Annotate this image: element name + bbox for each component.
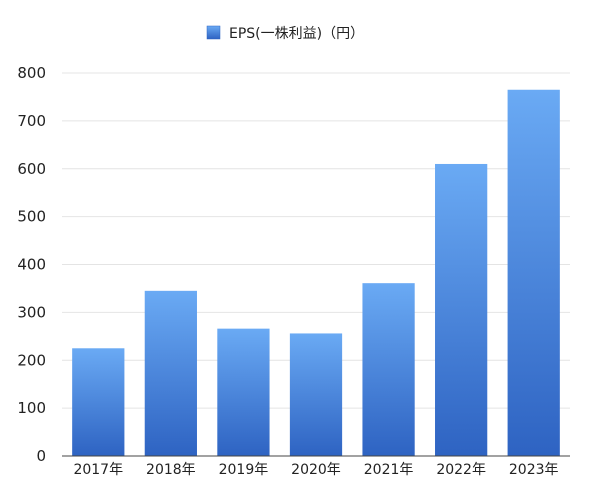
y-tick-label: 400 (17, 256, 46, 274)
legend: EPS(一株利益)（円） (206, 25, 364, 42)
bar (72, 348, 125, 456)
y-tick-label: 0 (36, 447, 46, 465)
y-axis-ticks: 0 100 200 300 400 500 600 700 800 (17, 64, 46, 465)
y-tick-label: 800 (17, 64, 46, 82)
bar (144, 290, 197, 456)
bar (507, 89, 560, 456)
x-tick-label: 2023年 (509, 462, 559, 478)
y-tick-label: 500 (17, 208, 46, 226)
x-tick-label: 2018年 (146, 462, 196, 478)
x-tick-label: 2021年 (364, 462, 414, 478)
x-tick-label: 2022年 (436, 462, 486, 478)
legend-swatch (206, 25, 221, 40)
legend-label: EPS(一株利益)（円） (229, 26, 364, 42)
x-tick-label: 2020年 (291, 462, 341, 478)
y-tick-label: 300 (17, 303, 46, 321)
y-tick-label: 200 (17, 351, 46, 369)
x-axis-ticks: 2017年 2018年 2019年 2020年 2021年 2022年 2023年 (73, 462, 558, 478)
bar (217, 328, 270, 456)
y-tick-label: 700 (17, 112, 46, 130)
bar (362, 283, 415, 456)
y-tick-label: 600 (17, 160, 46, 178)
bar (435, 163, 488, 456)
x-tick-label: 2017年 (73, 462, 123, 478)
bars (72, 89, 560, 456)
y-tick-label: 100 (17, 399, 46, 417)
bar (289, 333, 343, 456)
x-tick-label: 2019年 (219, 462, 269, 478)
